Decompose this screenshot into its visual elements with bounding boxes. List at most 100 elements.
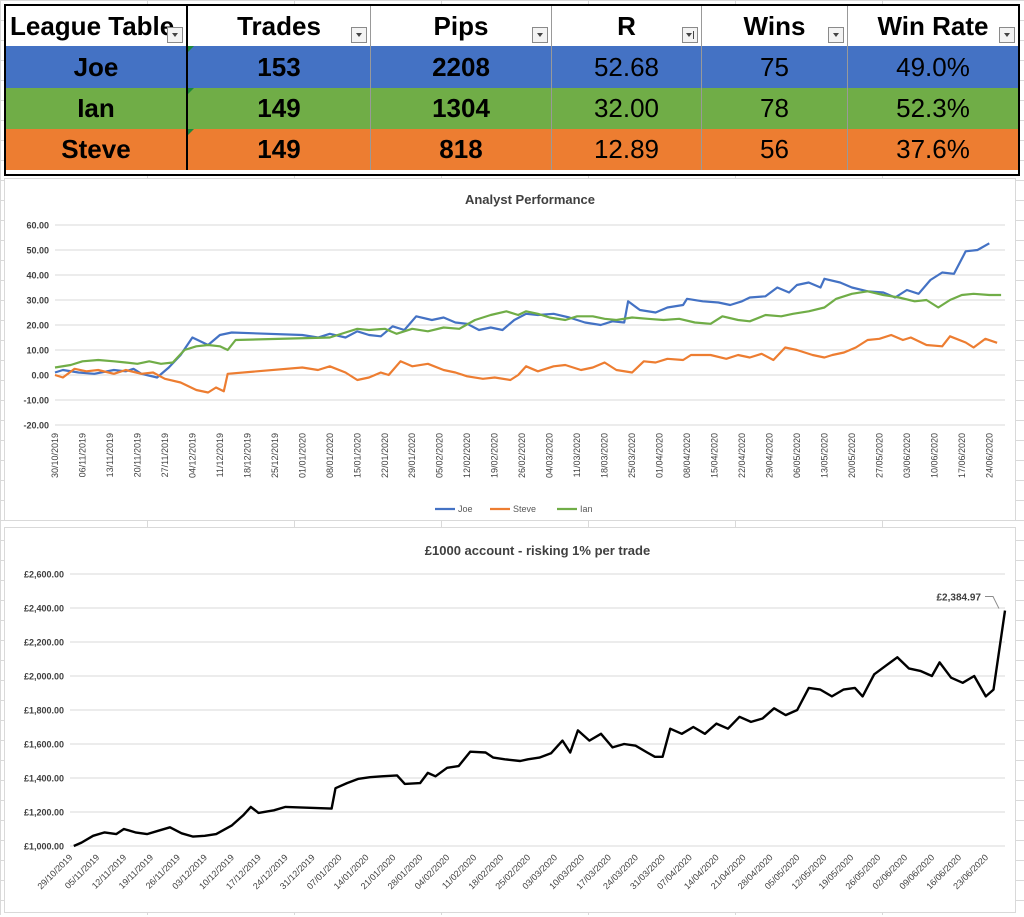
x-tick-label: 24/06/2020	[984, 433, 994, 478]
x-tick-label: 20/05/2020	[847, 433, 857, 478]
x-tick-label: 01/01/2020	[297, 433, 307, 478]
header-cell-win-rate: Win Rate	[848, 6, 1018, 46]
cell-wins: 78	[702, 88, 848, 129]
x-tick-label: 06/05/2020	[792, 433, 802, 478]
cell-win-rate: 49.0%	[896, 51, 970, 82]
x-tick-label: 11/12/2019	[215, 433, 225, 477]
x-tick-label: 19/02/2020	[490, 433, 500, 478]
x-tick-label: 03/06/2020	[902, 433, 912, 478]
x-tick-label: 04/12/2019	[187, 433, 197, 478]
account-balance-chart-panel[interactable]: £1000 account - risking 1% per trade £1,0…	[4, 527, 1016, 913]
header-label-win-rate: Win Rate	[877, 10, 989, 41]
header-cell-name: League Table	[6, 6, 188, 46]
cell-name: Ian	[6, 88, 188, 129]
league-table: League Table Trades Pips R Wins Win Rate…	[4, 4, 1020, 176]
y-tick-label: £1,000.00	[24, 842, 64, 852]
legend-label: Steve	[513, 504, 536, 514]
x-tick-label: 29/01/2020	[407, 433, 417, 478]
series-line-joe	[54, 242, 990, 379]
legend-item-joe: Joe	[435, 504, 473, 514]
x-tick-label: 18/03/2020	[600, 433, 610, 478]
cell-trades-value: 149	[257, 134, 301, 164]
x-tick-label: 08/01/2020	[325, 433, 335, 478]
x-tick-label: 18/12/2019	[242, 433, 252, 478]
x-tick-label: 27/11/2019	[160, 433, 170, 477]
cell-name: Joe	[6, 46, 188, 88]
x-tick-label: 27/05/2020	[874, 433, 884, 478]
legend-label: Joe	[458, 504, 473, 514]
y-tick-label: 40.00	[26, 271, 49, 281]
x-tick-label: 13/11/2019	[105, 433, 115, 477]
y-tick-label: £1,800.00	[24, 706, 64, 716]
x-tick-label: 11/03/2020	[572, 433, 582, 477]
cell-r: 52.68	[552, 46, 702, 88]
x-tick-label: 01/04/2020	[655, 433, 665, 478]
y-tick-label: -20.00	[23, 421, 49, 431]
table-row-ian: Ian 149 1304 32.00 78 52.3%	[6, 88, 1018, 129]
filter-dropdown-icon[interactable]	[351, 27, 367, 43]
league-table-header: League Table Trades Pips R Wins Win Rate	[6, 6, 1018, 46]
x-tick-label: 26/02/2020	[517, 433, 527, 478]
x-tick-label: 17/06/2020	[957, 433, 967, 478]
y-tick-label: £1,400.00	[24, 774, 64, 784]
x-tick-label: 15/04/2020	[710, 433, 720, 478]
x-tick-label: 08/04/2020	[682, 433, 692, 478]
series-line-steve	[54, 333, 998, 394]
y-tick-label: £1,600.00	[24, 740, 64, 750]
y-tick-label: £2,000.00	[24, 672, 64, 682]
filter-dropdown-icon[interactable]	[532, 27, 548, 43]
y-tick-label: -10.00	[23, 396, 49, 406]
header-cell-pips: Pips	[371, 6, 552, 46]
table-row-joe: Joe 153 2208 52.68 75 49.0%	[6, 46, 1018, 88]
header-label-wins: Wins	[743, 10, 806, 41]
analyst-performance-chart-panel[interactable]: Analyst Performance -20.00 -10.00 0.00 10.00…	[4, 178, 1016, 521]
cell-name: Steve	[6, 129, 188, 170]
cell-r: 12.89	[552, 129, 702, 170]
y-tick-label: £2,200.00	[24, 638, 64, 648]
legend-label: Ian	[580, 504, 593, 514]
analyst-performance-chart: Analyst Performance -20.00 -10.00 0.00 10.00…	[23, 192, 1005, 514]
cell-trades: 153	[188, 46, 371, 88]
x-tick-label: 10/06/2020	[929, 433, 939, 478]
cell-trades: 149	[188, 88, 371, 129]
x-tick-label: 05/02/2020	[435, 433, 445, 478]
header-cell-r: R	[552, 6, 702, 46]
cell-pips: 818	[371, 129, 552, 170]
header-cell-wins: Wins	[702, 6, 848, 46]
x-tick-label: 15/01/2020	[352, 433, 362, 478]
error-indicator-icon	[188, 88, 194, 94]
filter-dropdown-icon[interactable]	[167, 27, 183, 43]
cell-wins: 56	[702, 129, 848, 170]
y-tick-label: £2,400.00	[24, 604, 64, 614]
header-cell-trades: Trades	[188, 6, 371, 46]
filter-dropdown-icon[interactable]	[999, 27, 1015, 43]
cell-win-rate: 52.3%	[896, 93, 970, 123]
x-tick-label: 04/03/2020	[545, 433, 555, 478]
table-row-steve: Steve 149 818 12.89 56 37.6%	[6, 129, 1018, 170]
cell-trades: 149	[188, 129, 371, 170]
chart-title: Analyst Performance	[465, 192, 595, 207]
cell-win-rate: 37.6%	[896, 134, 970, 164]
header-label-r: R	[617, 10, 636, 41]
sort-filter-dropdown-icon[interactable]	[682, 27, 698, 43]
cell-pips: 1304	[371, 88, 552, 129]
cell-trades-value: 149	[257, 93, 301, 123]
filter-dropdown-icon[interactable]	[828, 27, 844, 43]
x-tick-label: 06/11/2019	[77, 433, 87, 477]
y-tick-label: 0.00	[31, 371, 49, 381]
series-line-balance	[73, 610, 1007, 848]
x-tick-label: 22/01/2020	[380, 433, 390, 478]
header-label-name: League Table	[10, 10, 175, 41]
x-tick-label: 30/10/2019	[50, 433, 60, 478]
chart-title: £1000 account - risking 1% per trade	[425, 543, 650, 558]
annotation-final-balance: £2,384.97	[937, 593, 982, 604]
error-indicator-icon	[188, 129, 194, 135]
legend-item-steve: Steve	[490, 504, 536, 514]
x-tick-label: 22/04/2020	[737, 433, 747, 478]
account-balance-chart: £1000 account - risking 1% per trade £1,0…	[24, 543, 1007, 891]
cell-trades-value: 153	[257, 51, 301, 82]
x-tick-label: 25/03/2020	[627, 433, 637, 478]
header-label-trades: Trades	[237, 10, 321, 41]
y-tick-label: 50.00	[26, 246, 49, 256]
legend-item-ian: Ian	[557, 504, 593, 514]
